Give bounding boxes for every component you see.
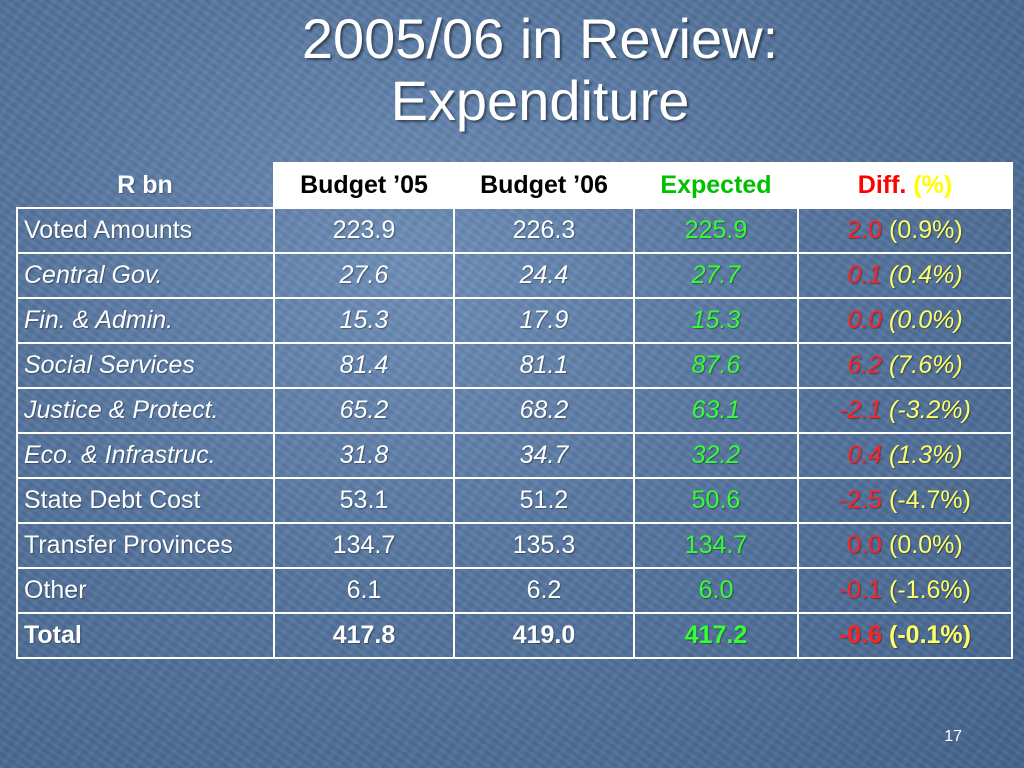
cell-budget-05: 223.9 [273,207,455,254]
diff-value: 6.2 [847,351,883,379]
row-label: Other [16,567,275,614]
cell-expected: 50.6 [633,477,799,524]
row-label: Transfer Provinces [16,522,275,569]
table-row: Central Gov. 27.6 24.4 27.7 0.1 (0.4%) [16,252,1013,299]
diff-percent: (0.4%) [889,261,963,289]
table-row: Other 6.1 6.2 6.0 -0.1 (-1.6%) [16,567,1013,614]
table-row: Transfer Provinces 134.7 135.3 134.7 0.0… [16,522,1013,569]
cell-diff: -2.1 (-3.2%) [797,387,1013,434]
header-budget-05: Budget ’05 [273,162,455,209]
cell-diff: -0.6 (-0.1%) [797,612,1013,659]
row-label: Total [16,612,275,659]
diff-percent: (7.6%) [889,351,963,379]
table-header-row: R bn Budget ’05 Budget ’06 Expected Diff… [17,162,1013,209]
header-diff: Diff. (%) [797,162,1013,209]
table-row: State Debt Cost 53.1 51.2 50.6 -2.5 (-4.… [16,477,1013,524]
diff-percent: (-4.7%) [889,486,971,514]
cell-diff: 0.0 (0.0%) [797,297,1013,344]
row-label: Fin. & Admin. [16,297,275,344]
row-label: State Debt Cost [16,477,275,524]
cell-budget-06: 81.1 [453,342,635,389]
cell-expected: 134.7 [633,522,799,569]
cell-budget-06: 51.2 [453,477,635,524]
cell-expected: 6.0 [633,567,799,614]
diff-percent: (0.9%) [889,216,963,244]
cell-diff: 0.0 (0.0%) [797,522,1013,569]
cell-diff: 0.1 (0.4%) [797,252,1013,299]
diff-value: -2.5 [838,486,883,514]
row-label: Justice & Protect. [16,387,275,434]
page-number: 17 [944,728,962,745]
diff-value: -0.1 [838,576,883,604]
cell-diff: 2.0 (0.9%) [797,207,1013,254]
cell-budget-06: 68.2 [453,387,635,434]
cell-budget-06: 135.3 [453,522,635,569]
diff-percent: (1.3%) [889,441,963,469]
cell-budget-05: 65.2 [273,387,455,434]
cell-budget-05: 53.1 [273,477,455,524]
cell-budget-06: 6.2 [453,567,635,614]
cell-diff: -2.5 (-4.7%) [797,477,1013,524]
header-unit: R bn [117,170,173,199]
diff-percent: (-1.6%) [889,576,971,604]
cell-budget-05: 15.3 [273,297,455,344]
cell-budget-05: 31.8 [273,432,455,479]
diff-value: 0.0 [847,306,883,334]
cell-budget-05: 27.6 [273,252,455,299]
row-label: Social Services [16,342,275,389]
cell-budget-05: 134.7 [273,522,455,569]
table-row-total: Total 417.8 419.0 417.2 -0.6 (-0.1%) [16,612,1013,659]
cell-diff: 6.2 (7.6%) [797,342,1013,389]
cell-budget-06: 226.3 [453,207,635,254]
cell-expected: 32.2 [633,432,799,479]
header-diff-label: Diff. [857,171,907,199]
table-row: Eco. & Infrastruc. 31.8 34.7 32.2 0.4 (1… [16,432,1013,479]
cell-expected: 27.7 [633,252,799,299]
slide-title: 2005/06 in Review: Expenditure [250,8,830,132]
cell-expected: 87.6 [633,342,799,389]
table-row: Fin. & Admin. 15.3 17.9 15.3 0.0 (0.0%) [16,297,1013,344]
header-budget-06: Budget ’06 [453,162,635,209]
row-label: Central Gov. [16,252,275,299]
title-line-2: Expenditure [390,69,690,132]
diff-percent: (0.0%) [889,531,963,559]
diff-percent: (-3.2%) [889,396,971,424]
table-row: Voted Amounts 223.9 226.3 225.9 2.0 (0.9… [16,207,1013,254]
diff-value: 0.1 [847,261,883,289]
diff-value: -2.1 [838,396,883,424]
cell-diff: 0.4 (1.3%) [797,432,1013,479]
diff-value: 0.4 [847,441,883,469]
title-line-1: 2005/06 in Review: [301,7,779,70]
diff-percent: (0.0%) [889,306,963,334]
cell-budget-06: 17.9 [453,297,635,344]
row-label: Eco. & Infrastruc. [16,432,275,479]
diff-value: -0.6 [838,621,883,649]
row-label: Voted Amounts [16,207,275,254]
cell-budget-06: 24.4 [453,252,635,299]
table-row: Justice & Protect. 65.2 68.2 63.1 -2.1 (… [16,387,1013,434]
cell-budget-06: 419.0 [453,612,635,659]
cell-budget-05: 81.4 [273,342,455,389]
expenditure-table: R bn Budget ’05 Budget ’06 Expected Diff… [16,162,1013,659]
diff-value: 2.0 [847,216,883,244]
table-row: Social Services 81.4 81.1 87.6 6.2 (7.6%… [16,342,1013,389]
cell-expected: 225.9 [633,207,799,254]
cell-expected: 15.3 [633,297,799,344]
header-pct-label: (%) [913,171,953,199]
header-expected: Expected [633,162,799,209]
cell-budget-05: 6.1 [273,567,455,614]
cell-expected: 417.2 [633,612,799,659]
cell-budget-05: 417.8 [273,612,455,659]
cell-diff: -0.1 (-1.6%) [797,567,1013,614]
cell-budget-06: 34.7 [453,432,635,479]
diff-value: 0.0 [847,531,883,559]
diff-percent: (-0.1%) [889,621,971,649]
cell-expected: 63.1 [633,387,799,434]
